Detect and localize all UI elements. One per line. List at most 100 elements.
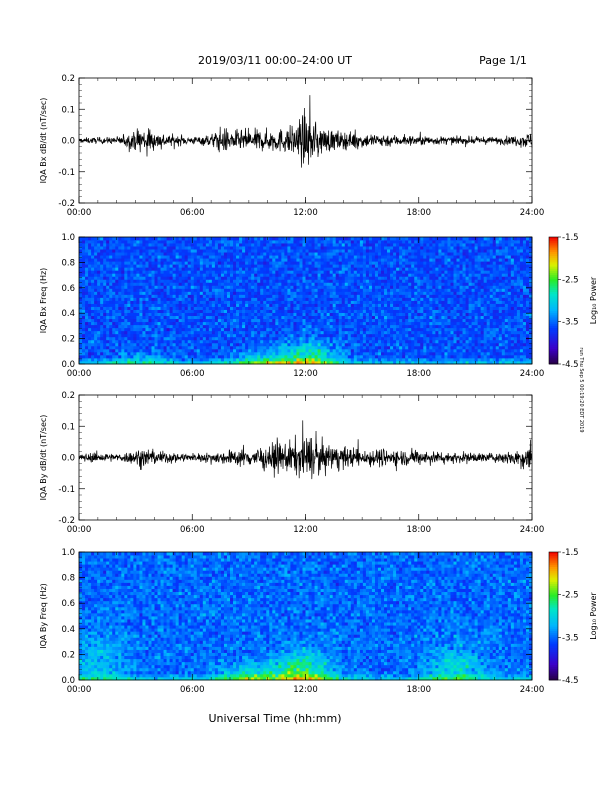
panel-2-cell	[402, 354, 406, 359]
panel-2-cell	[208, 360, 213, 365]
panel-2-cell	[311, 300, 315, 304]
panel-2-cell	[248, 273, 252, 277]
panel-2-cell	[465, 309, 469, 313]
panel-2-cell	[269, 291, 273, 295]
panel-2-cell	[320, 354, 325, 359]
panel-2-cell	[507, 336, 512, 341]
panel-2-cell	[495, 315, 500, 320]
panel-2-cell	[356, 312, 361, 317]
panel-2-cell	[118, 354, 122, 359]
panel-2-cell	[338, 285, 343, 289]
panel-2-cell	[516, 339, 521, 344]
panel-2-cell	[248, 288, 252, 292]
panel-2-cell	[408, 351, 412, 356]
panel-2-cell	[160, 348, 164, 353]
panel-2-cell	[444, 306, 448, 310]
panel-2-cell	[353, 288, 358, 292]
panel-2-cell	[220, 285, 225, 289]
panel-2-cell	[465, 327, 469, 332]
panel-2-cell	[106, 360, 110, 365]
panel-2-cell	[414, 342, 418, 347]
panel-2-cell	[217, 276, 222, 280]
panel-2-cell	[471, 285, 476, 289]
panel-2-cell	[275, 297, 279, 301]
panel-2-cell	[266, 279, 270, 283]
panel-2-cell	[284, 306, 288, 310]
panel-2-cell	[121, 267, 125, 271]
panel-2-cell	[305, 309, 309, 313]
panel-2-cell	[230, 276, 234, 280]
panel-2-cell	[223, 291, 228, 295]
panel-2-cell	[151, 306, 155, 310]
panel-2-cell	[208, 291, 213, 295]
panel-2-cell	[347, 279, 352, 283]
panel-2-cell	[172, 297, 177, 301]
panel-2-cell	[353, 339, 358, 344]
panel-2-cell	[79, 312, 83, 317]
panel-2-cell	[260, 324, 264, 329]
panel-2-cell	[106, 306, 110, 310]
panel-2-cell	[127, 270, 131, 274]
panel-2-cell	[163, 306, 167, 310]
panel-2-cell	[226, 318, 231, 323]
panel-2-cell	[115, 306, 119, 310]
panel-2-cell	[133, 291, 137, 295]
panel-2-cell	[178, 273, 183, 277]
panel-2-cell	[178, 270, 183, 274]
panel-2-cell	[226, 288, 231, 292]
panel-2-cell	[251, 294, 255, 298]
panel-2-cell	[118, 318, 122, 323]
panel-2-cell	[444, 276, 448, 280]
panel-2-cell	[477, 294, 482, 298]
panel-2-cell	[513, 348, 518, 353]
panel-2-cell	[154, 306, 158, 310]
panel-2-cell	[106, 300, 110, 304]
panel-2-cell	[254, 333, 258, 338]
panel-2-cell	[441, 273, 445, 277]
panel-2-cell	[441, 318, 445, 323]
panel-2-cell	[118, 303, 122, 307]
panel-2-cell	[480, 309, 485, 313]
panel-2-cell	[356, 288, 361, 292]
panel-2-cell	[302, 282, 306, 286]
panel-2-cell	[377, 327, 382, 332]
panel-2-cell	[217, 333, 222, 338]
panel-2-cell	[157, 279, 161, 283]
panel-2-cell	[91, 321, 95, 326]
panel-2-cell	[214, 318, 219, 323]
panel-2-cell	[260, 327, 264, 332]
panel-2-cell	[390, 351, 394, 356]
panel-2-cell	[420, 309, 424, 313]
panel-2-cell	[139, 357, 143, 362]
panel-2-cell	[341, 357, 346, 362]
panel-2-cell	[187, 330, 192, 335]
panel-2-cell	[356, 297, 361, 301]
panel-2-cell	[323, 306, 328, 310]
panel-2-cell	[199, 300, 204, 304]
panel-2-cell	[519, 321, 524, 326]
panel-2-cell	[178, 291, 183, 295]
panel-2-cell	[396, 276, 400, 280]
panel-2-cell	[248, 357, 252, 362]
panel-2-cell	[522, 291, 527, 295]
panel-2-cell	[118, 267, 122, 271]
panel-2-cell	[384, 318, 388, 323]
panel-2-cell	[151, 285, 155, 289]
panel-2-cell	[374, 357, 379, 362]
panel-2-cell	[251, 264, 255, 268]
panel-2-cell	[462, 357, 466, 362]
panel-2-cell	[347, 306, 352, 310]
panel-2-cell	[208, 327, 213, 332]
panel-2-cell	[495, 267, 500, 271]
panel-2-cell	[471, 288, 476, 292]
panel-2-cell	[284, 297, 288, 301]
panel-2-cell	[371, 288, 376, 292]
panel-2-cell	[408, 318, 412, 323]
panel-2-cell	[91, 324, 95, 329]
panel-2-cell	[492, 324, 497, 329]
panel-2-cell	[299, 327, 303, 332]
panel-2-cell	[423, 300, 427, 304]
panel-2-cell	[498, 357, 503, 362]
panel-2-cell	[426, 300, 430, 304]
panel-2-cell	[468, 285, 472, 289]
